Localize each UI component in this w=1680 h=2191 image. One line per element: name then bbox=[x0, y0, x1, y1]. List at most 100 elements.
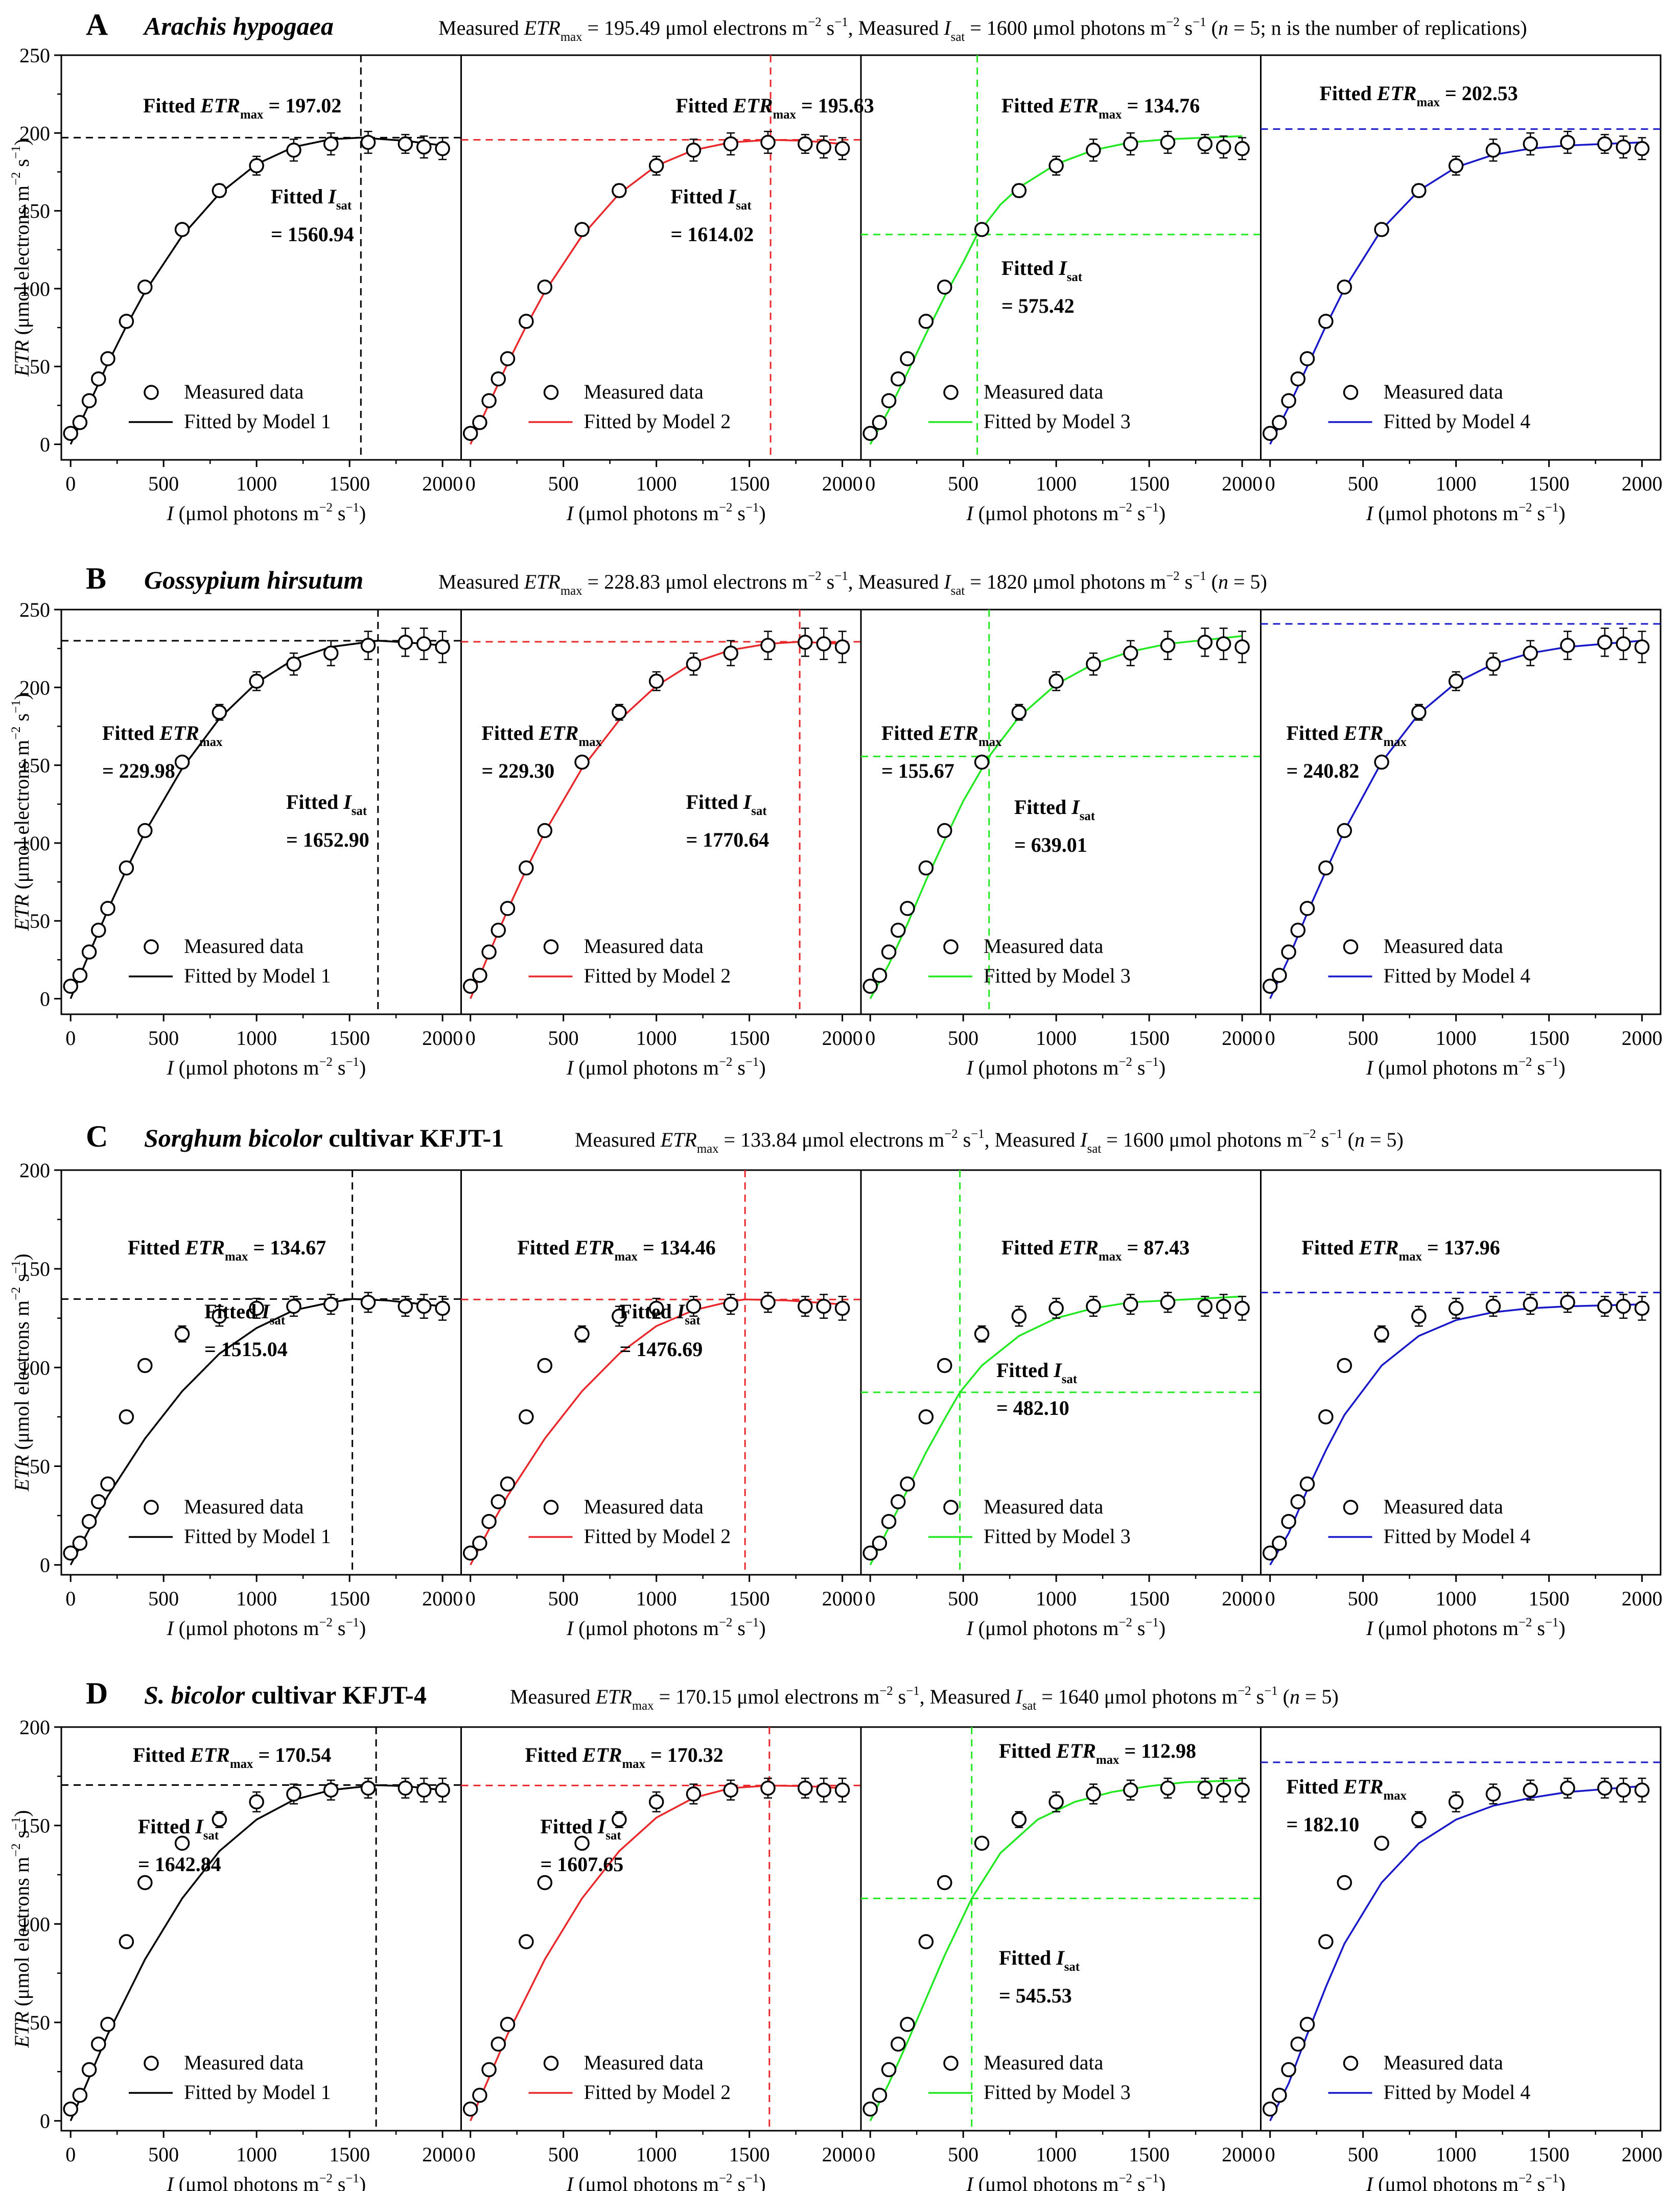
text-segment: s bbox=[1132, 502, 1146, 525]
measured-point bbox=[1597, 635, 1613, 650]
measured-point bbox=[462, 978, 478, 994]
fitted-isat-value: = 1652.90 bbox=[286, 828, 369, 851]
measured-point bbox=[612, 183, 627, 198]
measured-point bbox=[81, 393, 97, 408]
measured-point bbox=[900, 901, 915, 916]
measured-point bbox=[500, 1476, 516, 1492]
x-tick-label: 500 bbox=[948, 1027, 978, 1050]
text-segment: I bbox=[1366, 2173, 1374, 2191]
text-segment: ( bbox=[1343, 1128, 1355, 1151]
legend-marker bbox=[543, 1500, 559, 1515]
text-segment: ETR bbox=[10, 895, 33, 931]
measured-point bbox=[398, 1780, 413, 1796]
text-segment: ETR bbox=[574, 1236, 615, 1259]
measured-point bbox=[462, 2101, 478, 2117]
measured-point bbox=[1160, 638, 1176, 653]
text-segment: (μmol photons m bbox=[573, 2173, 719, 2191]
measured-point bbox=[1560, 1780, 1575, 1796]
measured-point bbox=[519, 1934, 534, 1949]
measured-point bbox=[1634, 1782, 1650, 1798]
x-tick-label: 1500 bbox=[329, 1587, 370, 1610]
measured-point bbox=[881, 1513, 897, 1529]
text-segment: = 1600 μmol photons m bbox=[965, 16, 1166, 39]
text-segment: Fitted bbox=[1001, 1236, 1059, 1259]
x-tick-label: 0 bbox=[1265, 1587, 1275, 1610]
text-segment: Fitted bbox=[1014, 796, 1071, 819]
measured-point bbox=[1262, 2101, 1278, 2117]
measured-point bbox=[1411, 1812, 1427, 1827]
y-tick-label: 0 bbox=[40, 433, 50, 456]
x-tick-label: 2000 bbox=[1222, 1027, 1263, 1050]
measured-point bbox=[1281, 393, 1296, 408]
measured-point bbox=[537, 279, 553, 295]
text-segment: ) bbox=[359, 1056, 366, 1079]
x-tick-label: 1000 bbox=[236, 2143, 277, 2166]
x-tick-label: 1500 bbox=[1129, 472, 1170, 495]
x-tick-label: 2000 bbox=[822, 1587, 863, 1610]
text-segment: Measured bbox=[575, 1128, 661, 1151]
measured-point bbox=[1597, 1298, 1613, 1314]
measured-point bbox=[974, 222, 990, 237]
measured-point bbox=[918, 314, 934, 329]
text-segment: (μmol electrons m bbox=[10, 1857, 33, 2011]
text-segment: ) bbox=[10, 138, 33, 145]
text-segment: ) bbox=[1558, 502, 1565, 525]
measured-point bbox=[416, 1298, 432, 1314]
measured-point bbox=[648, 1300, 664, 1316]
measured-point bbox=[1160, 1780, 1176, 1796]
measured-point bbox=[798, 1298, 813, 1314]
text-segment: Fitted bbox=[620, 1300, 677, 1323]
measured-summary: Measured ETRmax = 170.15 μmol electrons … bbox=[510, 1684, 1339, 1713]
measured-point bbox=[881, 944, 897, 960]
text-segment: ETR bbox=[1058, 94, 1099, 117]
measured-point bbox=[1011, 1309, 1027, 1324]
fitted-etrmax-label: Fitted ETRmax bbox=[1287, 1775, 1407, 1803]
fitted-etrmax-value: = 240.82 bbox=[1287, 759, 1360, 782]
text-segment: = 170.54 bbox=[253, 1743, 331, 1766]
y-tick-label: 0 bbox=[40, 988, 50, 1011]
measured-point bbox=[1634, 639, 1650, 655]
text-segment: ETR bbox=[1343, 721, 1384, 744]
text-segment: Fitted bbox=[286, 790, 343, 813]
measured-point bbox=[481, 944, 497, 960]
x-tick-label: 1500 bbox=[1129, 1027, 1170, 1050]
measured-point bbox=[1086, 1786, 1101, 1802]
fitted-isat-label: Fitted Isat bbox=[1001, 257, 1083, 284]
measured-point bbox=[760, 1295, 776, 1310]
measured-point bbox=[323, 1782, 339, 1798]
measured-point bbox=[918, 1934, 934, 1949]
measured-point bbox=[862, 978, 878, 994]
text-segment: −1 bbox=[345, 2172, 359, 2185]
panel-model-3: 0 500 1000 1500 2000 I (μmol photons m−2 s−1)… bbox=[860, 609, 1263, 1079]
measured-point bbox=[1485, 1298, 1501, 1314]
x-axis-label: I (μmol photons m−2 s−1) bbox=[566, 1616, 766, 1640]
text-segment: Fitted bbox=[271, 185, 328, 208]
x-tick-label: 1500 bbox=[329, 472, 370, 495]
text-segment: s bbox=[10, 1830, 33, 1844]
x-axis-label: I (μmol photons m−2 s−1) bbox=[166, 2172, 366, 2191]
text-segment: I bbox=[728, 185, 737, 208]
legend-marker bbox=[543, 385, 559, 400]
y-tick-label: 150 bbox=[19, 1814, 50, 1837]
text-segment: I bbox=[1366, 1056, 1374, 1079]
measured-point bbox=[918, 860, 934, 876]
measured-point bbox=[816, 139, 831, 155]
text-segment: I bbox=[1071, 796, 1080, 819]
text-segment: ) bbox=[1159, 502, 1165, 525]
measured-point bbox=[1216, 1782, 1231, 1798]
x-tick-label: 0 bbox=[865, 472, 875, 495]
measured-point bbox=[212, 1309, 227, 1324]
text-segment: I bbox=[166, 1056, 174, 1079]
text-segment: −1 bbox=[906, 1684, 919, 1698]
fitted-isat-label: Fitted Isat bbox=[999, 1946, 1080, 1974]
species-name: S. bicolor cultivar KFJT-4 bbox=[144, 1681, 427, 1709]
text-segment: = 197.02 bbox=[263, 94, 341, 117]
measured-point bbox=[398, 136, 413, 152]
text-segment: −2 bbox=[719, 501, 732, 515]
text-segment: sat bbox=[1064, 1960, 1080, 1974]
text-segment: ETR bbox=[1058, 1236, 1099, 1259]
y-tick-label: 150 bbox=[19, 200, 50, 223]
text-segment: Gossypium hirsutum bbox=[144, 566, 363, 594]
